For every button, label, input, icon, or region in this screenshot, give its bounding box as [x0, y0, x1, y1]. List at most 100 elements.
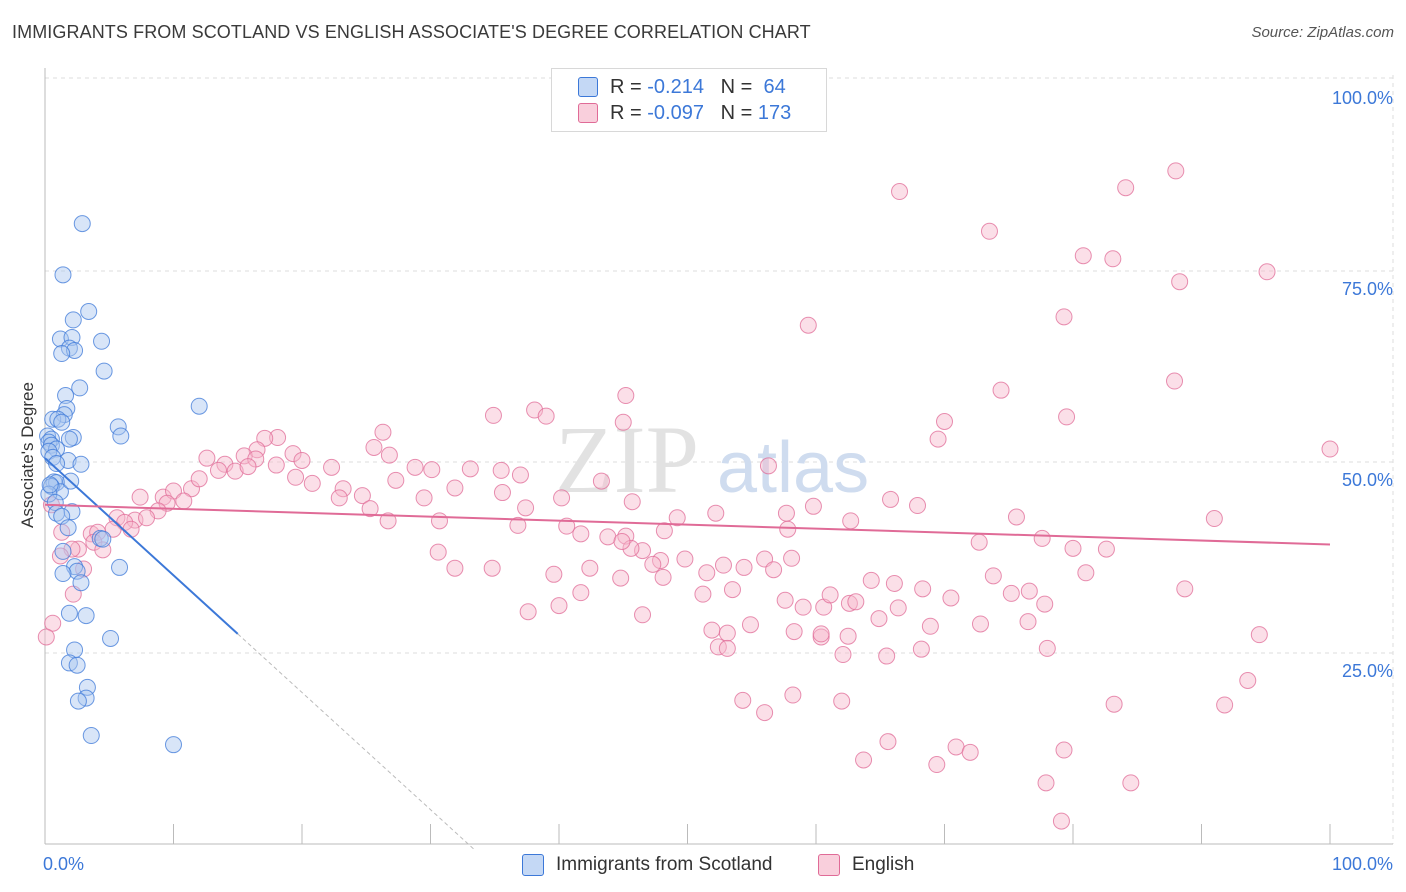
english-point — [1176, 580, 1194, 598]
english-point — [353, 487, 371, 505]
scotland-point — [80, 302, 98, 320]
english-point — [718, 624, 736, 642]
english-point — [303, 474, 321, 492]
legend-n-value-blue: 64 — [763, 75, 786, 98]
english-point — [821, 586, 839, 604]
english-point — [840, 594, 858, 612]
english-point — [970, 533, 988, 551]
english-point — [879, 733, 897, 751]
scotland-point — [41, 476, 59, 494]
english-point — [812, 625, 830, 643]
english-point — [718, 639, 736, 657]
english-point — [1239, 672, 1257, 690]
english-point — [365, 438, 383, 456]
english-point — [430, 512, 448, 530]
english-point — [707, 504, 725, 522]
english-point — [537, 407, 555, 425]
english-point — [511, 466, 529, 484]
tick-labels: 100.0% 75.0% 50.0% 25.0% 0.0% 100.0% — [43, 88, 1393, 874]
scotland-point — [93, 332, 111, 350]
english-point — [1019, 613, 1037, 631]
english-point — [847, 593, 865, 611]
series-label-english: English — [852, 854, 915, 875]
scotland-point — [95, 362, 113, 380]
english-point — [267, 456, 285, 474]
x-tick-label-left: 0.0% — [43, 854, 84, 874]
english-point — [553, 489, 571, 507]
blue-trend-extension — [237, 633, 476, 851]
scotland-point — [40, 485, 58, 503]
scotland-point — [102, 629, 120, 647]
english-point — [239, 458, 257, 476]
english-point — [446, 559, 464, 577]
english-point — [446, 479, 464, 497]
english-point — [992, 381, 1010, 399]
scotland-points — [39, 215, 208, 754]
english-point — [984, 567, 1002, 585]
english-point — [379, 512, 397, 530]
english-points — [37, 162, 1339, 830]
correlation-legend: R = -0.214 N = 64 R = -0.097 N = 173 — [551, 68, 827, 132]
english-point — [484, 406, 502, 424]
english-point — [654, 568, 672, 586]
scotland-point — [72, 455, 90, 473]
scotland-point — [54, 565, 72, 583]
scotland-point — [71, 379, 89, 397]
english-point — [623, 493, 641, 511]
english-point — [644, 555, 662, 573]
english-point — [855, 751, 873, 769]
english-point — [785, 623, 803, 641]
legend-r-value-blue: -0.214 — [647, 75, 704, 98]
english-point — [361, 500, 379, 518]
y-tick-label: 50.0% — [1342, 470, 1393, 490]
english-point — [1038, 639, 1056, 657]
english-point — [209, 461, 227, 479]
english-point — [765, 561, 783, 579]
english-point — [936, 413, 953, 431]
english-point — [374, 423, 392, 441]
chart-title: IMMIGRANTS FROM SCOTLAND VS ENGLISH ASSO… — [12, 22, 811, 42]
english-point — [882, 490, 900, 508]
legend-r-label: R = — [610, 101, 642, 124]
english-point — [330, 489, 348, 507]
scotland-point — [60, 604, 78, 622]
scotland-point — [68, 562, 86, 580]
legend-swatch-blue — [578, 77, 598, 97]
scotland-point — [82, 727, 100, 745]
english-point — [287, 468, 305, 486]
legend-n-label: N = — [720, 101, 753, 124]
english-point — [1055, 308, 1073, 326]
english-point — [1321, 440, 1339, 458]
english-point — [592, 472, 610, 490]
scotland-point — [165, 736, 182, 754]
english-point — [734, 691, 752, 709]
legend-n-value-pink: 173 — [757, 101, 792, 124]
english-point — [37, 628, 55, 646]
english-point — [138, 509, 156, 527]
english-point — [614, 413, 632, 431]
y-tick-label: 25.0% — [1342, 661, 1393, 681]
english-point — [423, 461, 441, 479]
english-point — [759, 457, 777, 475]
chart-source: Source: ZipAtlas.com — [1251, 24, 1394, 41]
english-point — [799, 316, 817, 334]
english-point — [694, 585, 712, 603]
english-point — [1097, 540, 1115, 558]
scotland-point — [44, 410, 62, 428]
english-point — [406, 458, 424, 476]
english-point — [509, 516, 527, 534]
scotland-point — [111, 558, 129, 576]
english-point — [131, 488, 149, 506]
english-point — [483, 559, 501, 577]
scotland-point — [66, 341, 84, 359]
series-legend-english: English — [818, 852, 914, 878]
english-point — [198, 449, 216, 467]
english-point — [698, 564, 716, 582]
english-point — [429, 543, 447, 561]
english-point — [783, 549, 801, 567]
scotland-point — [46, 493, 64, 511]
scotland-point — [63, 328, 81, 346]
english-point — [1055, 741, 1073, 759]
english-point — [1074, 247, 1092, 265]
